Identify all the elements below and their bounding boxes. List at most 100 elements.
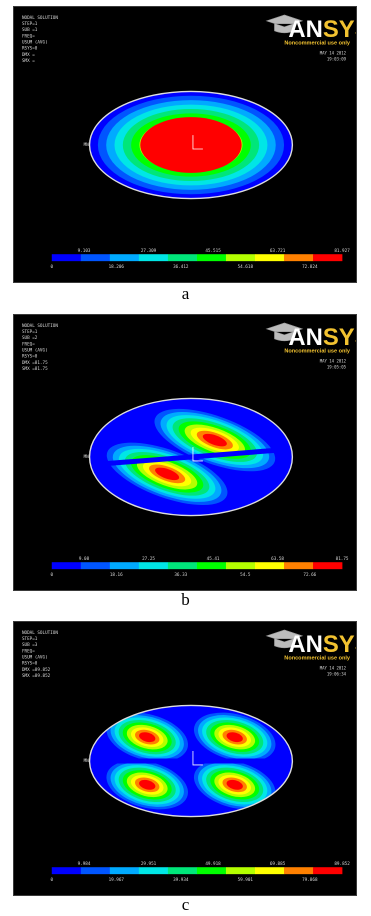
legend-swatch [80, 867, 111, 875]
contour-band [139, 732, 156, 743]
axis-triad-icon [192, 135, 203, 150]
info-line: NODAL SOLUTION [22, 323, 58, 329]
legend-tick-label: 27.309 [141, 248, 157, 254]
caption-a: a [181, 284, 190, 303]
legend-tick-label: 9.103 [78, 248, 91, 254]
ansys-logo-b: ANSYSNoncommercial use only [265, 322, 356, 355]
legend-tick-label: 72.824 [302, 264, 318, 270]
info-line: SUB =1 [22, 27, 38, 33]
axis-triad-icon [192, 447, 203, 462]
info-line: RSYS=0 [22, 354, 38, 360]
noncommercial-note: Noncommercial use only [284, 656, 351, 662]
legend-swatch [225, 562, 256, 570]
disk-edge [88, 704, 294, 818]
legend-swatch [284, 562, 314, 570]
legend-tick-label: 0 [50, 877, 53, 883]
legend-swatch [138, 867, 169, 875]
info-line: NODAL SOLUTION [22, 15, 58, 21]
legend-swatch [138, 254, 169, 262]
color-legend-b: 0 9.08 18.16 27.25 36.33 45.41 54.5 63.58 72.66 8… [50, 556, 348, 578]
disk-edge [88, 90, 294, 200]
info-line: NODAL SOLUTION [22, 630, 58, 636]
legend-swatch [167, 254, 198, 262]
legend-tick-label: 72.66 [303, 572, 316, 578]
contour-plot-a: NODAL SOLUTION STEP=1 SUB =1 FREQ= USUM (AVG… [13, 6, 357, 283]
contour-disk-a: MN [84, 90, 294, 200]
caption-c: c [181, 895, 190, 914]
info-line: SMX =81.75 [22, 366, 48, 372]
node-label: MN [84, 454, 90, 460]
legend-swatch [51, 562, 82, 570]
legend-tick-label: 27.25 [142, 556, 155, 562]
info-line: USUM (AVG) [22, 348, 48, 354]
caption-b: b [181, 590, 190, 609]
contour-plot-c: NODAL SOLUTION STEP=1 SUB =3 FREQ= USUM (AVG… [13, 621, 357, 896]
ansys-logo-c: ANSYSNoncommercial use only [265, 629, 356, 662]
graduation-cap-icon [265, 14, 304, 34]
legend-swatch [80, 562, 111, 570]
legend-swatch [167, 562, 198, 570]
legend-tick-label: 18.206 [109, 264, 125, 270]
legend-tick-label: 9.08 [79, 556, 90, 562]
info-line: SUB =3 [22, 642, 38, 648]
legend-tick-label: 36.33 [174, 572, 187, 578]
legend-swatch [284, 867, 314, 875]
info-line: DMX =89.852 [22, 667, 51, 673]
legend-tick-label: 45.41 [207, 556, 220, 562]
legend-tick-label: 0 [50, 264, 53, 270]
legend-swatch [196, 867, 227, 875]
legend-tick-label: 19.967 [109, 877, 125, 883]
time-label: 19:06:34 [327, 672, 347, 677]
legend-tick-label: 29.951 [141, 861, 157, 867]
info-line: USUM (AVG) [22, 40, 48, 46]
legend-swatch [225, 867, 256, 875]
legend-tick-label: 54.5 [240, 572, 251, 578]
contour-band [155, 467, 180, 481]
contour-band [226, 732, 243, 743]
legend-swatch [138, 562, 169, 570]
node-label: MN [84, 142, 90, 148]
legend-swatch [313, 254, 343, 262]
legend-swatch [254, 867, 285, 875]
date-label: MAY 14 2012 [320, 359, 347, 364]
legend-tick-label: 0 [50, 572, 53, 578]
legend-tick-label: 18.16 [110, 572, 123, 578]
legend-swatch [196, 254, 227, 262]
info-line: FREQ= [22, 648, 35, 654]
legend-tick-label: 49.918 [205, 861, 221, 867]
info-line: USUM (AVG) [22, 655, 48, 661]
legend-tick-label: 63.58 [271, 556, 284, 562]
legend-swatch [254, 254, 285, 262]
ansys-logo-a: ANSYSNoncommercial use only [265, 14, 356, 47]
contour-disk-b: MN [84, 397, 294, 517]
legend-tick-label: 81.75 [336, 556, 349, 562]
legend-swatch [284, 254, 314, 262]
info-line: STEP=1 [22, 636, 38, 642]
color-legend-a: 0 9.103 18.206 27.309 36.412 45.515 54.618 63.7… [50, 248, 350, 270]
info-line: STEP=1 [22, 21, 38, 27]
legend-tick-label: 54.618 [238, 264, 254, 270]
contour-disk-c: MN [84, 704, 294, 818]
legend-swatch [313, 867, 343, 875]
legend-tick-label: 59.901 [238, 877, 254, 883]
info-line: DMX = [22, 52, 35, 58]
info-line: FREQ= [22, 33, 35, 39]
legend-tick-label: 45.515 [205, 248, 221, 254]
legend-tick-label: 69.885 [270, 861, 286, 867]
info-line: SMX =89.852 [22, 673, 51, 679]
info-line: FREQ= [22, 341, 35, 347]
ansys-logo-text: ANSYS [288, 631, 356, 658]
legend-tick-label: 79.868 [302, 877, 318, 883]
time-label: 19:05:05 [327, 365, 347, 370]
info-line: SUB =2 [22, 335, 38, 341]
legend-tick-label: 81.927 [334, 248, 350, 254]
graduation-cap-icon [265, 629, 304, 649]
info-line: STEP=1 [22, 329, 38, 335]
legend-swatch [51, 867, 82, 875]
noncommercial-note: Noncommercial use only [284, 349, 351, 355]
axis-triad-icon [192, 751, 203, 766]
legend-swatch [167, 867, 198, 875]
